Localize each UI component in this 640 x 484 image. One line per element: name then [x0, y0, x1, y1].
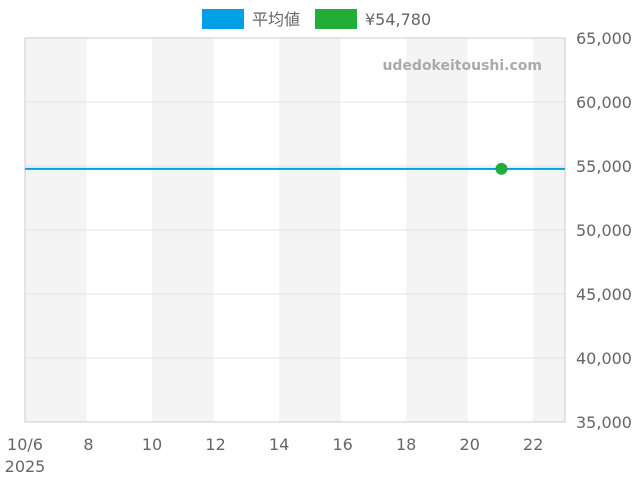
x-tick-label: 22	[523, 435, 543, 454]
price-point	[495, 162, 508, 175]
legend-label-price: ¥54,780	[365, 10, 431, 29]
x-tick-label: 10	[142, 435, 162, 454]
legend-swatch-average	[202, 9, 244, 29]
y-tick-label: 60,000	[576, 93, 632, 112]
legend-label-average: 平均値	[252, 10, 300, 29]
x-tick-label: 18	[396, 435, 416, 454]
x-tick-label: 20	[460, 435, 480, 454]
y-tick-label: 55,000	[576, 157, 632, 176]
y-tick-label: 65,000	[576, 29, 632, 48]
x-tick-label: 8	[83, 435, 93, 454]
y-tick-label: 40,000	[576, 349, 632, 368]
legend: 平均値 ¥54,780	[202, 9, 431, 29]
legend-swatch-price	[315, 9, 357, 29]
y-tick-label: 50,000	[576, 221, 632, 240]
x-tick-label: 16	[332, 435, 352, 454]
watermark: udedokeitoushi.com	[382, 58, 542, 74]
y-tick-label: 45,000	[576, 285, 632, 304]
x-tick-label: 12	[205, 435, 225, 454]
x-tick-label: 10/6	[7, 435, 43, 454]
x-tick-label: 14	[269, 435, 289, 454]
y-tick-label: 35,000	[576, 413, 632, 432]
x-tick-sublabel: 2025	[5, 457, 46, 476]
plot-border	[24, 37, 566, 423]
